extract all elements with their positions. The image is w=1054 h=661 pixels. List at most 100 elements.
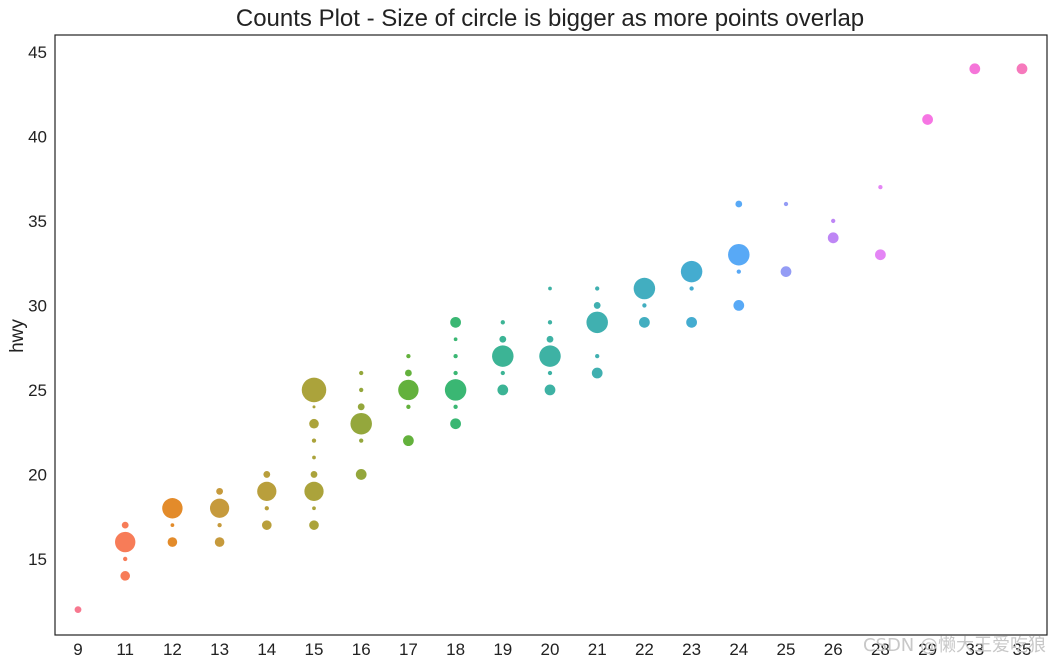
- x-tick-label: 24: [729, 640, 748, 659]
- chart-title: Counts Plot - Size of circle is bigger a…: [236, 5, 864, 32]
- scatter-point: [309, 418, 319, 429]
- scatter-point: [450, 316, 461, 328]
- x-tick-label: 19: [493, 640, 512, 659]
- scatter-point: [547, 320, 553, 325]
- x-tick-label: 14: [257, 640, 276, 659]
- scatter-point: [680, 260, 703, 283]
- scatter-point: [450, 418, 461, 430]
- scatter-point: [586, 311, 608, 334]
- x-tick-label: 29: [918, 640, 937, 659]
- scatter-point: [500, 370, 505, 376]
- y-tick-label: 35: [28, 212, 47, 231]
- x-tick-label: 17: [399, 640, 418, 659]
- scatter-point: [357, 403, 365, 411]
- scatter-point: [453, 337, 458, 342]
- scatter-point: [728, 243, 750, 266]
- scatter-point: [304, 481, 324, 501]
- scatter-point: [546, 335, 554, 343]
- x-tick-labels: 9 11 12 13 14 15 16 17 18 19 20 21 22 23 24 25 26 28 29 33 3…: [73, 640, 1031, 659]
- x-tick-label: 15: [305, 640, 324, 659]
- watermark-text: CSDN @懒大王爱吃狼: [863, 635, 1046, 656]
- scatter-point: [312, 506, 316, 511]
- scatter-point: [922, 114, 933, 125]
- scatter-point: [591, 367, 603, 379]
- x-tick-label: 18: [446, 640, 465, 659]
- scatter-point: [689, 286, 694, 291]
- scatter-point: [209, 498, 230, 518]
- x-tick-label: 11: [116, 640, 134, 659]
- scatter-point: [642, 303, 647, 308]
- scatter-point: [74, 606, 82, 614]
- scatter-point: [736, 269, 741, 274]
- scatter-point: [500, 320, 505, 325]
- scatter-point: [121, 521, 129, 529]
- x-tick-label: 21: [588, 640, 607, 659]
- scatter-point: [257, 481, 277, 501]
- scatter-point: [312, 455, 316, 460]
- x-tick-label: 9: [73, 640, 82, 659]
- scatter-point: [639, 316, 650, 328]
- scatter-point: [264, 506, 269, 511]
- scatter-point: [214, 537, 225, 547]
- scatter-point: [120, 571, 131, 581]
- y-tick-label: 20: [28, 465, 47, 484]
- scatter-point: [831, 218, 836, 224]
- scatter-point: [162, 498, 183, 519]
- scatter-point: [735, 200, 743, 208]
- scatter-point: [355, 469, 367, 480]
- scatter-point: [875, 249, 886, 261]
- y-tick-label: 25: [28, 381, 47, 400]
- scatter-point: [406, 353, 411, 359]
- scatter-point: [398, 379, 419, 401]
- x-tick-label: 23: [682, 640, 701, 659]
- x-tick-label: 25: [777, 640, 796, 659]
- scatter-point: [115, 531, 136, 553]
- scatter-point: [633, 277, 656, 300]
- scatter-point: [780, 266, 792, 277]
- x-tick-label: 33: [965, 640, 984, 659]
- scatter-point: [167, 537, 178, 547]
- scatter-point: [359, 438, 364, 443]
- scatter-point: [878, 184, 883, 190]
- scatter-point: [261, 520, 272, 530]
- scatter-point: [827, 232, 839, 244]
- scatter-point: [309, 520, 319, 530]
- scatter-point: [403, 435, 414, 447]
- scatter-point: [595, 286, 600, 291]
- scatter-point: [310, 471, 318, 478]
- scatter-point: [548, 286, 552, 291]
- scatter-point: [123, 556, 128, 562]
- x-tick-label: 26: [824, 640, 843, 659]
- scatter-points: [74, 63, 1028, 614]
- scatter-point: [311, 438, 317, 443]
- scatter-point: [539, 345, 561, 367]
- scatter-point: [312, 405, 316, 409]
- scatter-point: [686, 316, 697, 328]
- y-tick-label: 15: [28, 550, 47, 569]
- scatter-point: [359, 387, 364, 393]
- scatter-point: [1016, 63, 1028, 75]
- scatter-point: [217, 522, 222, 528]
- scatter-point: [263, 471, 271, 478]
- scatter-point: [301, 377, 327, 403]
- scatter-point: [170, 523, 175, 528]
- scatter-point: [453, 404, 458, 409]
- scatter-point: [453, 353, 458, 359]
- x-tick-label: 13: [210, 640, 229, 659]
- scatter-point: [359, 370, 364, 376]
- y-tick-label: 40: [28, 127, 47, 146]
- scatter-point: [406, 404, 411, 409]
- y-tick-label: 45: [28, 43, 47, 62]
- scatter-point: [497, 384, 509, 396]
- scatter-point: [492, 345, 514, 367]
- scatter-point: [547, 370, 553, 376]
- y-tick-labels: 15 20 25 30 35 40 45: [28, 43, 47, 569]
- y-tick-label: 30: [28, 296, 47, 315]
- scatter-point: [544, 384, 556, 396]
- scatter-point: [499, 335, 507, 343]
- scatter-point: [405, 369, 412, 377]
- x-tick-label: 22: [635, 640, 654, 659]
- scatter-point: [733, 300, 745, 311]
- scatter-point: [783, 201, 789, 207]
